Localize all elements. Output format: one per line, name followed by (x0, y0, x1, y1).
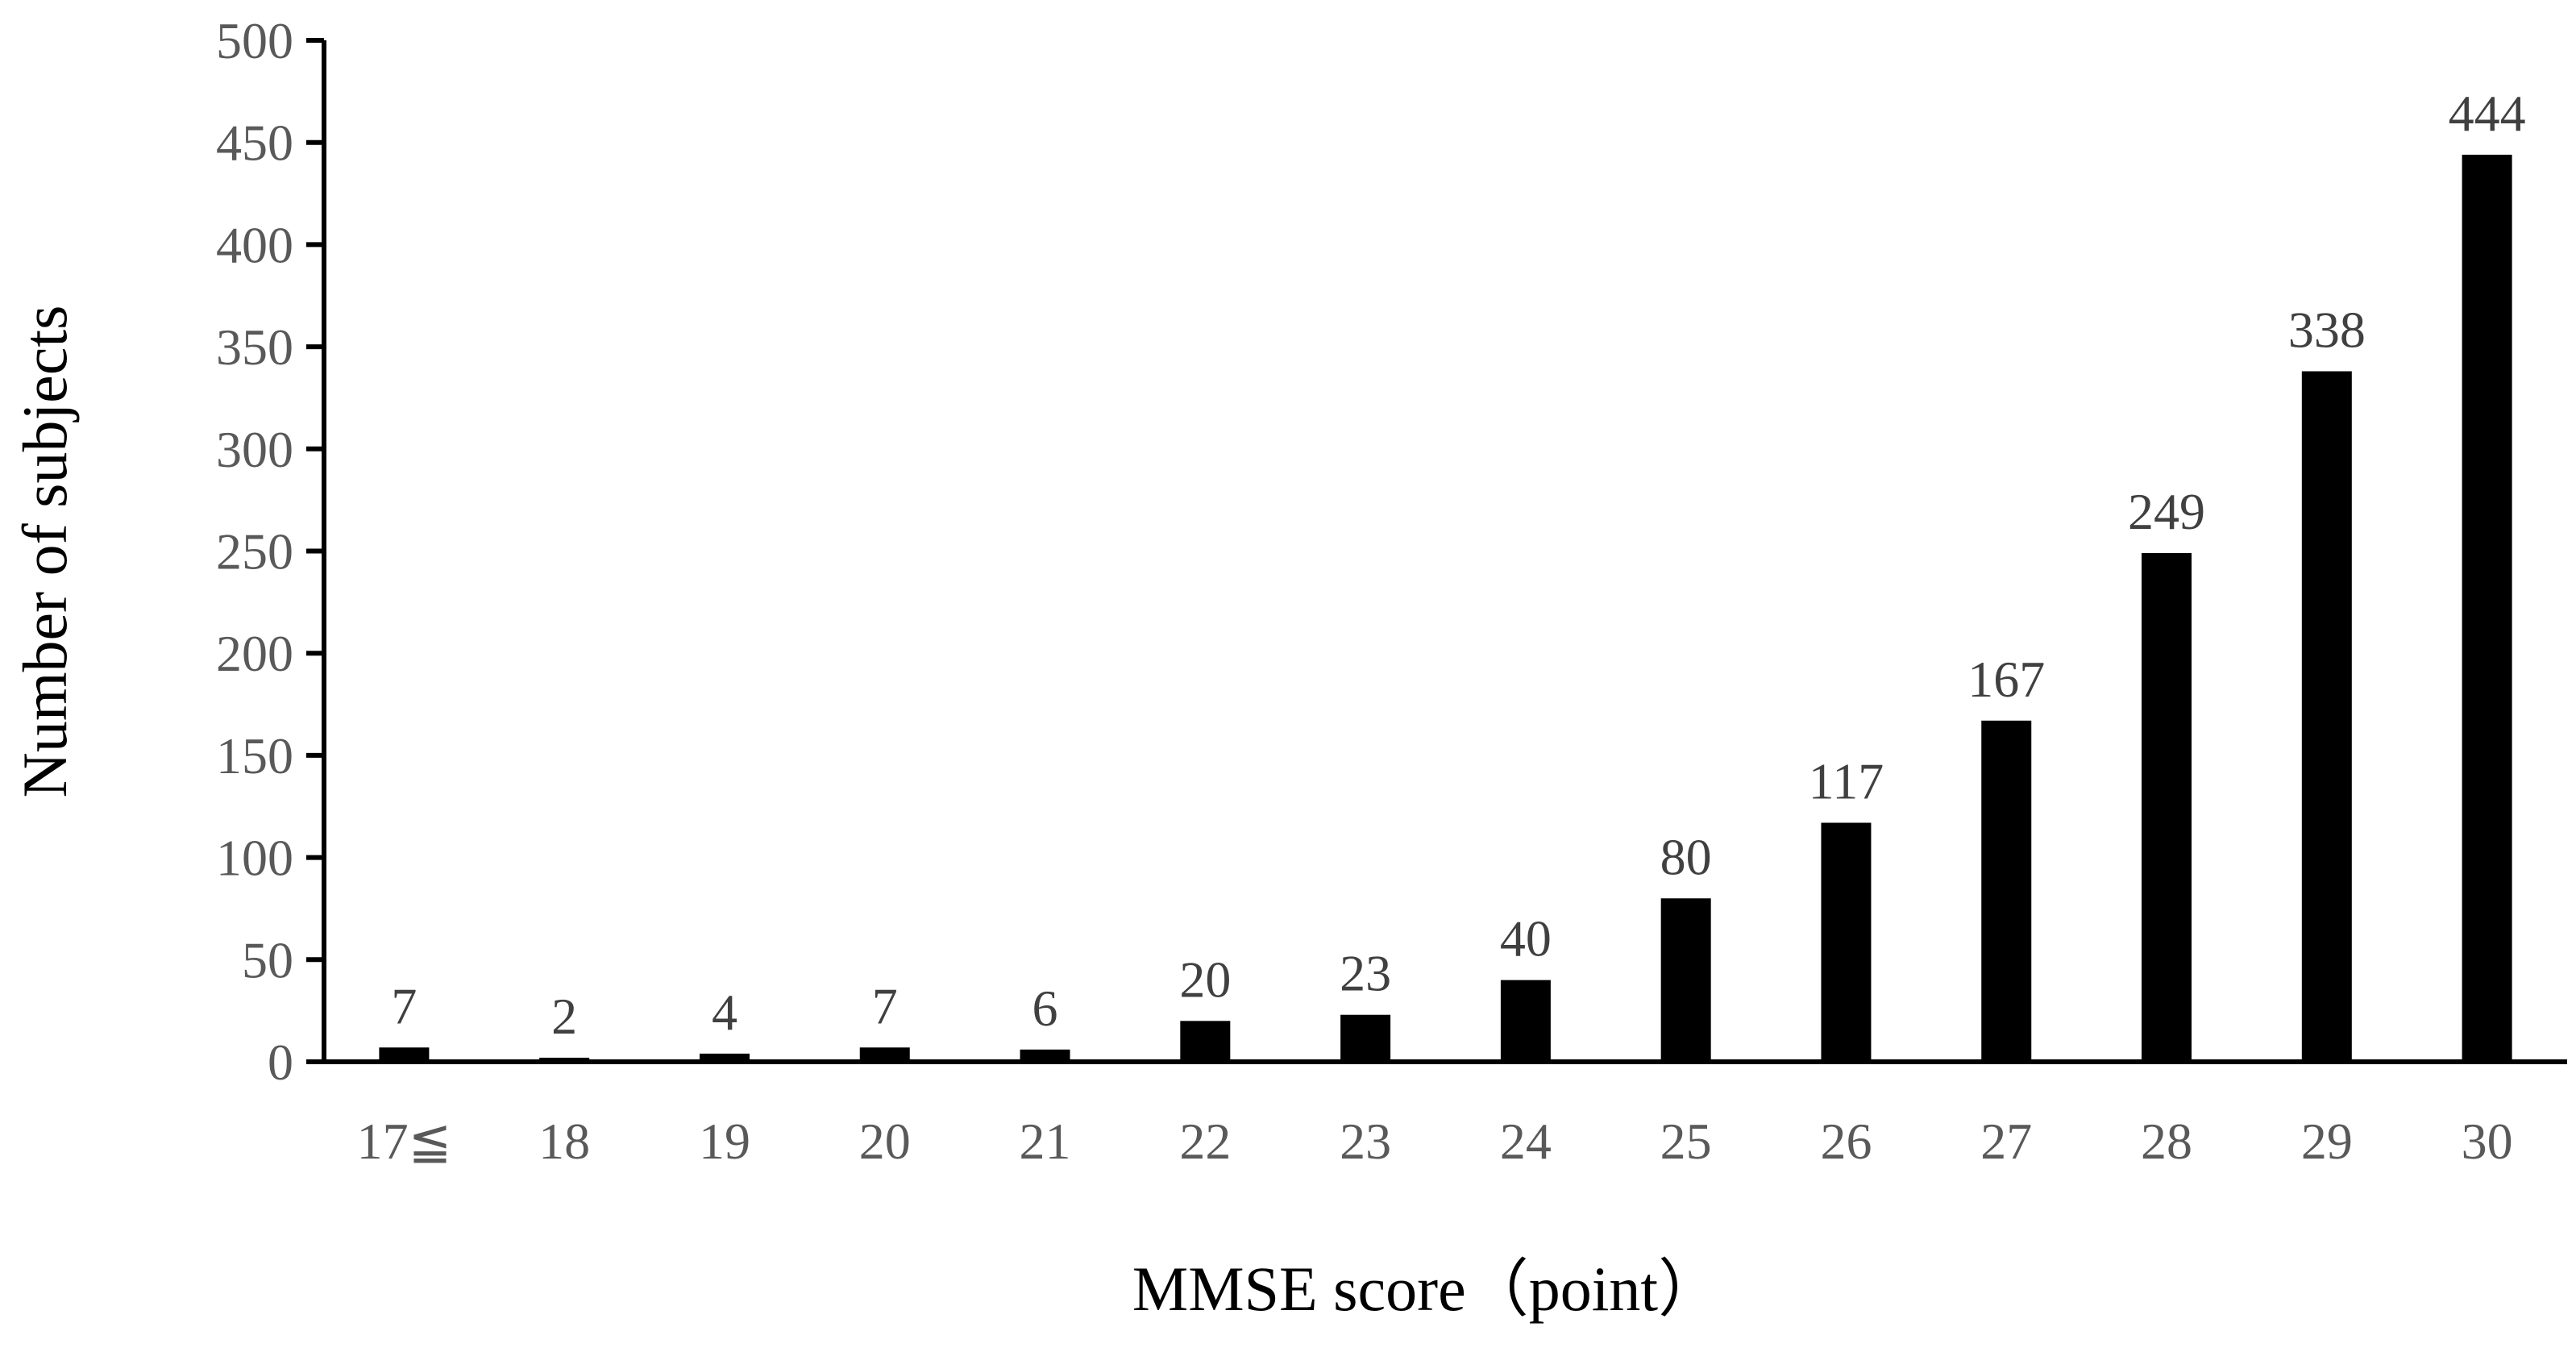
data-label: 80 (1660, 828, 1712, 885)
x-tick-label: 22 (1179, 1113, 1231, 1170)
data-label: 40 (1500, 910, 1552, 967)
y-tick-label: 50 (242, 931, 293, 988)
x-tick-label: 28 (2141, 1113, 2192, 1170)
x-tick-label: 25 (1660, 1113, 1712, 1170)
data-label: 338 (2288, 302, 2366, 359)
bar (699, 1053, 750, 1062)
data-label: 4 (712, 984, 737, 1041)
data-label: 2 (551, 988, 577, 1045)
x-tick-label: 24 (1500, 1113, 1552, 1170)
bars-layer (379, 154, 2512, 1062)
data-label: 7 (391, 977, 417, 1034)
bar (2462, 154, 2512, 1062)
bar (1981, 720, 2032, 1062)
y-tick-label: 500 (216, 12, 293, 69)
x-tick-label: 27 (1980, 1113, 2032, 1170)
y-tick-label: 0 (268, 1034, 293, 1091)
x-tick-label: 29 (2301, 1113, 2353, 1170)
data-label: 249 (2128, 483, 2205, 540)
x-tick-label: 23 (1340, 1113, 1391, 1170)
y-ticks-layer: 0 50 100 150 200 250 300 350 400 450 500 (216, 12, 324, 1091)
data-label: 117 (1809, 753, 1884, 810)
data-label: 7 (872, 977, 898, 1034)
bar (1340, 1014, 1391, 1062)
bar (1660, 898, 1711, 1062)
bar (2301, 371, 2352, 1062)
data-label: 20 (1179, 951, 1231, 1008)
bar (1180, 1021, 1231, 1062)
data-labels-layer: 7 2 4 7 6 20 23 40 80 117 167 249 338 444 (391, 85, 2525, 1045)
x-axis-title: MMSE score（point） (1132, 1254, 1721, 1324)
y-tick-label: 250 (216, 523, 293, 580)
y-tick-label: 100 (216, 830, 293, 887)
data-label: 167 (1967, 651, 2045, 708)
x-ticks-layer: 17≦ 18 19 20 21 22 23 24 25 26 27 28 29 30 (357, 1113, 2513, 1170)
x-tick-label: 21 (1020, 1113, 1071, 1170)
x-tick-label: 19 (699, 1113, 750, 1170)
bar (1821, 822, 1872, 1062)
y-tick-label: 450 (216, 114, 293, 172)
x-tick-label: 20 (859, 1113, 911, 1170)
x-tick-label: 17≦ (357, 1113, 452, 1170)
y-axis-title: Number of subjects (10, 306, 80, 798)
y-tick-label: 150 (216, 727, 293, 784)
y-tick-label: 200 (216, 625, 293, 682)
data-label: 6 (1032, 980, 1058, 1037)
bar (379, 1047, 430, 1062)
bar (2142, 553, 2192, 1062)
y-tick-label: 400 (216, 216, 293, 273)
bar (1020, 1049, 1070, 1062)
y-tick-label: 350 (216, 318, 293, 376)
bar (1500, 980, 1551, 1062)
bar (859, 1047, 910, 1062)
x-tick-label: 18 (538, 1113, 590, 1170)
x-tick-label: 26 (1820, 1113, 1872, 1170)
y-tick-label: 300 (216, 421, 293, 478)
x-tick-label: 30 (2462, 1113, 2513, 1170)
data-label: 444 (2449, 85, 2526, 142)
data-label: 23 (1340, 945, 1391, 1002)
